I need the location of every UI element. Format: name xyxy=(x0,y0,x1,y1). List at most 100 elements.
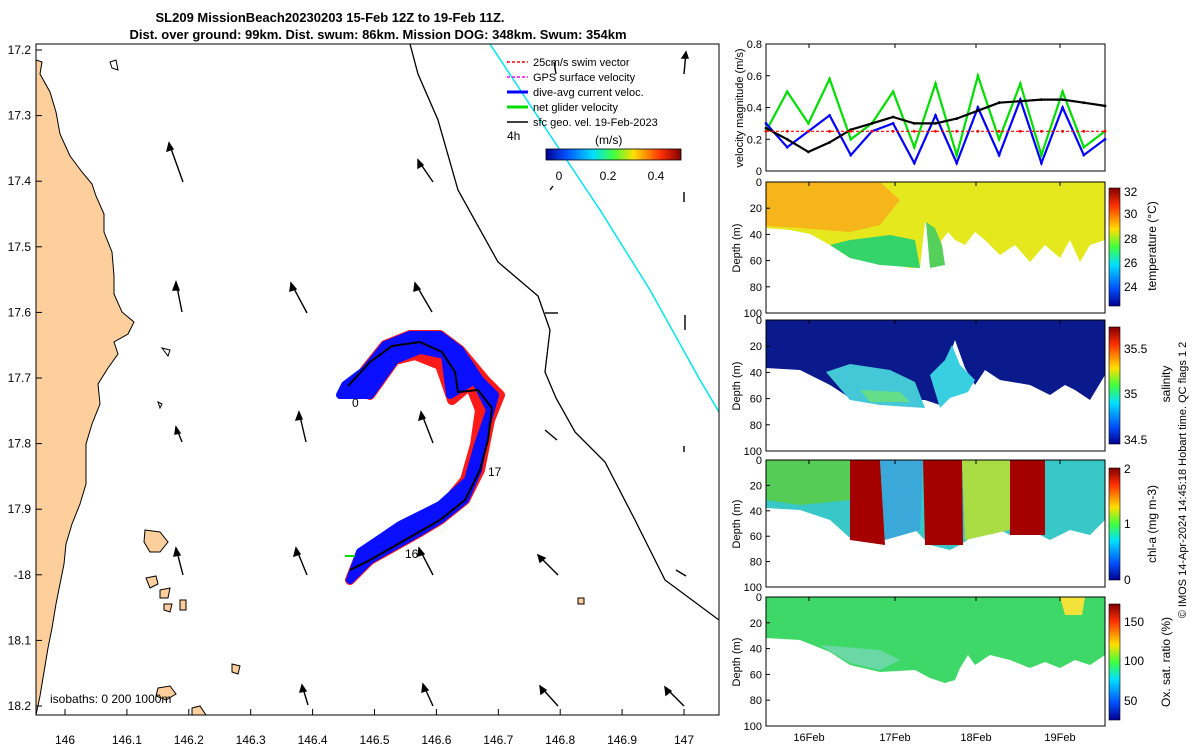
salinity-section: 35.5 35 34.5 salinity Depth (m) 0 20 40 60 8… xyxy=(731,315,1173,458)
velocity-y-ticks: 0 0.2 0.4 0.6 0.8 xyxy=(747,39,770,178)
time-tick-label: 19Feb xyxy=(1044,732,1075,744)
coastline-land xyxy=(36,44,135,715)
velocity-point xyxy=(1040,153,1043,157)
legend-current-label: dive-avg current veloc. xyxy=(533,87,644,99)
chl-cb-tick-0: 0 xyxy=(1124,573,1131,587)
current-vector-swath xyxy=(336,331,499,584)
depth-tick-label: 80 xyxy=(750,695,762,707)
velocity-point xyxy=(976,74,980,78)
map-x-tick-label: 146.2 xyxy=(174,733,204,747)
velocity-point xyxy=(976,109,980,113)
legend-swim-label: 25cm/s swim vector xyxy=(533,57,630,69)
velocity-point xyxy=(997,137,1001,141)
map-y-tick-label: 17.6 xyxy=(8,305,32,319)
depth-tick-label: 20 xyxy=(750,480,762,492)
depth-tick-label: 100 xyxy=(744,308,762,320)
legend-interval: 4h xyxy=(507,129,520,143)
velocity-point xyxy=(955,129,959,133)
chl-depth-ticks: 0 20 40 60 80 100 xyxy=(744,455,770,594)
velocity-point xyxy=(828,114,831,117)
legend-net-label: net glider velocity xyxy=(533,102,618,114)
map-y-tick-label: 17.4 xyxy=(8,174,32,188)
map-x-tick-label: 147 xyxy=(674,733,694,747)
velocity-point xyxy=(912,145,916,149)
ox-cb-tick-50: 50 xyxy=(1124,694,1138,708)
salinity-colorbar-label: salinity xyxy=(1159,366,1173,403)
depth-tick-label: 80 xyxy=(750,557,762,569)
cool-bottom-layer-2 xyxy=(926,222,945,268)
depth-tick-label: 20 xyxy=(750,203,762,215)
chl-high-band-3 xyxy=(1010,460,1045,535)
temperature-frame xyxy=(765,181,1106,314)
velocity-point xyxy=(976,129,980,133)
depth-tick-label: 60 xyxy=(750,669,762,681)
velocity-point xyxy=(807,129,810,133)
velocity-point xyxy=(955,161,959,165)
depth-tick-label: 100 xyxy=(744,721,762,733)
velocity-point xyxy=(934,122,937,125)
ox-cb-tick-150: 150 xyxy=(1124,615,1144,629)
map-y-tick-label: 17.9 xyxy=(8,502,32,516)
island xyxy=(577,597,585,605)
salinity-depth-label: Depth (m) xyxy=(731,362,743,411)
velocity-point xyxy=(955,153,959,157)
velocity-point xyxy=(828,141,831,144)
velocity-point xyxy=(807,150,810,154)
velocity-point xyxy=(807,122,810,125)
velocity-point xyxy=(870,122,874,125)
velocity-point xyxy=(934,82,937,86)
velocity-point xyxy=(997,153,1001,157)
velocity-y-label: velocity magnitude (m/s) xyxy=(734,48,746,167)
velocity-point xyxy=(1061,106,1064,109)
depth-tick-label: 40 xyxy=(750,229,762,241)
cool-bottom-layer xyxy=(830,235,920,268)
velocity-point xyxy=(1040,98,1043,101)
depth-tick-label: 60 xyxy=(750,531,762,543)
depth-tick-label: 60 xyxy=(750,256,762,268)
depth-tick-label: 0 xyxy=(756,177,762,189)
map-extra-label: 0 xyxy=(352,396,359,410)
title-line-1: SL209 MissionBeach20230203 15-Feb 12Z to… xyxy=(156,10,505,25)
velocity-y-tick-label: 0.6 xyxy=(747,71,762,83)
velocity-point xyxy=(1061,90,1064,93)
map-frame xyxy=(35,43,720,716)
velocity-point xyxy=(1040,161,1043,165)
velocity-point xyxy=(955,117,959,120)
velocity-point xyxy=(828,77,831,81)
depth-tick-label: 0 xyxy=(756,455,762,467)
velocity-point xyxy=(891,122,895,125)
depth-tick-label: 80 xyxy=(750,420,762,432)
legend-geo-label: sfc geo. vel. 19-Feb-2023 xyxy=(533,117,658,129)
velocity-chart: 0 0.2 0.4 0.6 0.8 velocity magnitude (m/s) xyxy=(734,39,1107,178)
velocity-point xyxy=(997,129,1001,133)
temp-cb-tick-32: 32 xyxy=(1124,185,1138,199)
map-x-tick-label: 146.5 xyxy=(359,733,389,747)
velocity-point xyxy=(891,90,895,93)
oxygen-section: 150 100 50 Ox. sat. ratio (%) Depth (m) … xyxy=(731,592,1173,733)
depth-tick-label: 100 xyxy=(744,582,762,594)
temperature-depth-ticks: 0 20 40 60 80 100 xyxy=(744,177,770,320)
ox-cb-tick-100: 100 xyxy=(1124,654,1144,668)
velocity-point xyxy=(785,90,789,93)
chl-mid-band xyxy=(880,460,923,540)
oxygen-colorbar-label: Ox. sat. ratio (%) xyxy=(1159,617,1173,707)
map-y-tick-label: 17.3 xyxy=(8,109,32,123)
map-y-tick-label: 17.7 xyxy=(8,371,32,385)
chl-colorbar-label: chl-a (mg m-3) xyxy=(1145,485,1159,563)
map-y-tick-label: 17.8 xyxy=(8,437,32,451)
chl-mid-band-2 xyxy=(962,460,1010,540)
map-y-tick-label: 17.5 xyxy=(8,240,32,254)
velocity-point xyxy=(849,129,853,133)
map-x-tick-label: 146.1 xyxy=(112,733,142,747)
velocity-point xyxy=(1082,101,1086,105)
temp-cb-tick-30: 30 xyxy=(1124,207,1138,221)
salinity-mid-layer-2 xyxy=(930,345,975,408)
chl-high-band-1 xyxy=(850,460,885,545)
velocity-point xyxy=(1082,129,1086,133)
depth-tick-label: 20 xyxy=(750,618,762,630)
velocity-axes xyxy=(765,43,1106,172)
depth-tick-label: 20 xyxy=(750,341,762,353)
chlorophyll-section: 2 1 0 chl-a (mg m-3) Depth (m) 0 20 40 60 80… xyxy=(731,455,1159,594)
depth-tick-label: 40 xyxy=(750,644,762,656)
velocity-point xyxy=(934,129,937,133)
